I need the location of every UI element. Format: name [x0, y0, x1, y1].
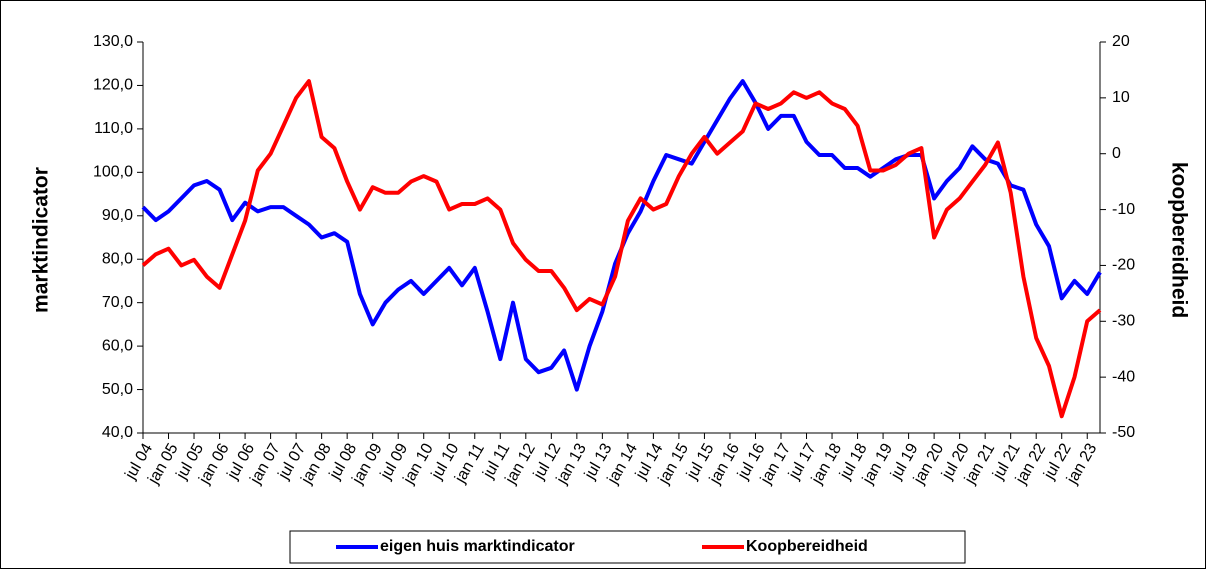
y2-tick-label: 0	[1112, 145, 1121, 162]
legend-label: Koopbereidheid	[746, 538, 868, 555]
y2-tick-label: 10	[1112, 89, 1130, 106]
y-tick-label: 50,0	[102, 381, 133, 398]
y2-tick-label: -40	[1112, 368, 1135, 385]
y-tick-label: 130,0	[93, 33, 133, 50]
legend-box	[289, 530, 966, 564]
y-axis-title: marktindicator	[30, 167, 53, 313]
legend-label: eigen huis marktindicator	[380, 538, 575, 555]
y2-tick-label: -50	[1112, 424, 1135, 441]
y-tick-label: 80,0	[102, 250, 133, 267]
y2-tick-label: -10	[1112, 201, 1135, 218]
y-tick-label: 40,0	[102, 424, 133, 441]
series-line	[141, 79, 1102, 419]
y2-tick-label: 20	[1112, 33, 1130, 50]
y-tick-label: 110,0	[94, 120, 133, 137]
y-tick-label: 60,0	[102, 337, 133, 354]
y2-tick-label: -20	[1112, 257, 1135, 274]
y-tick-label: 90,0	[102, 207, 133, 224]
y-tick-label: 70,0	[102, 294, 133, 311]
y-tick-label: 120,0	[93, 77, 133, 94]
y2-tick-label: -30	[1112, 313, 1135, 330]
y2-axis-title: koopbereidheid	[1167, 162, 1190, 318]
y-tick-label: 100,0	[93, 164, 133, 181]
